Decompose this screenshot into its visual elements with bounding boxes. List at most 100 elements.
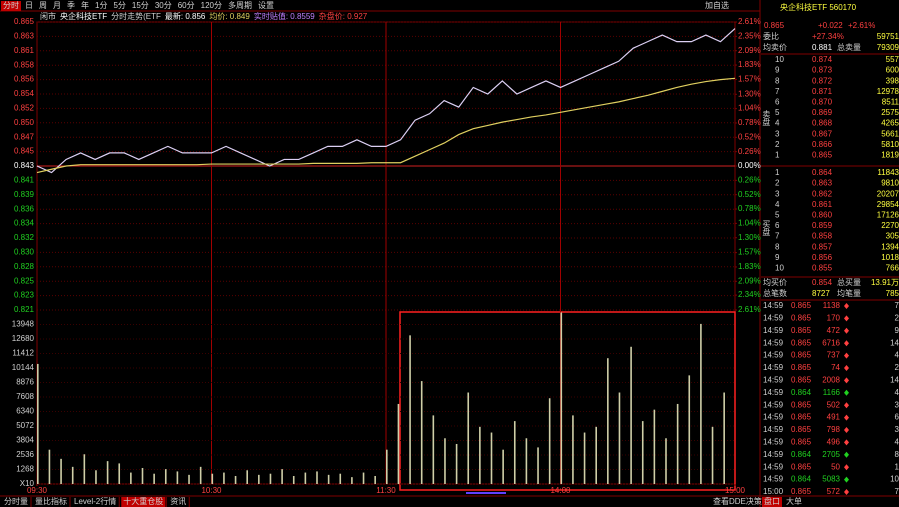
tick-arrow [844, 439, 849, 446]
price: 0.867 [812, 129, 833, 138]
volume: 1819 [881, 151, 899, 160]
tick-volume: 572 [827, 487, 841, 496]
tick-arrow [844, 489, 849, 495]
bottom-tab[interactable]: 量比指标 [35, 496, 67, 506]
volume-bar [688, 375, 691, 484]
stock-title: 央企科技ETF 560170 [780, 2, 857, 12]
toolbar-tab[interactable]: 多周期 [228, 0, 252, 10]
price: 0.869 [812, 108, 833, 117]
tick-count: 2 [895, 363, 899, 372]
info-text: 央企科技ETF [60, 11, 107, 21]
volume-bar [316, 471, 318, 484]
price: 0.861 [812, 200, 833, 209]
bottom-tab[interactable]: Level-2行情 [74, 496, 116, 506]
level: 1 [775, 168, 780, 177]
volume-bar [211, 473, 214, 484]
price: 0.871 [812, 87, 833, 96]
level: 4 [775, 119, 780, 128]
toolbar-tab[interactable]: 1分 [95, 1, 107, 10]
volume-bar [525, 438, 528, 484]
price: 0.864 [812, 168, 833, 177]
tick-arrow [844, 377, 849, 384]
toolbar-tab[interactable]: 30分 [155, 1, 172, 10]
tick-price: 0.865 [791, 487, 812, 496]
toolbar-tab[interactable]: 周 [39, 1, 47, 10]
tick-count: 14 [890, 376, 899, 385]
y-tick-label: 0.839 [14, 190, 35, 199]
tick-volume: 1138 [823, 301, 841, 310]
tab-bg [121, 497, 166, 507]
toolbar-tab[interactable]: 分时 [3, 0, 19, 10]
y-tick-label: 0.828 [14, 262, 35, 271]
tick-arrow [844, 365, 849, 371]
volume-bar [583, 432, 586, 484]
y2-tick-label: 0.52% [738, 190, 761, 199]
toolbar-tab[interactable]: 日 [25, 1, 33, 10]
bottom-tab[interactable]: 资讯 [170, 496, 186, 506]
volume-bar [327, 474, 330, 484]
volume-bar [83, 454, 86, 484]
volume: 8511 [882, 98, 899, 107]
value: 0.854 [812, 278, 833, 287]
bottom-right-tab[interactable]: 大单 [786, 496, 802, 506]
tick-price: 0.865 [791, 314, 812, 323]
tick-volume: 50 [831, 462, 840, 471]
value: 59751 [877, 32, 899, 41]
y-tick-label: 0.834 [14, 219, 35, 228]
tick-arrow [844, 414, 849, 421]
price: 0.857 [812, 242, 833, 251]
volume-bar [630, 346, 632, 484]
bottom-right-tab[interactable]: 查看DDE决策 [713, 496, 762, 506]
bottom-tab[interactable]: 十大重仓股 [123, 496, 163, 506]
tick-volume: 502 [827, 400, 841, 409]
volume: 5810 [881, 140, 899, 149]
toolbar-tab[interactable]: 15分 [132, 1, 149, 10]
toolbar-tab[interactable]: 设置 [258, 0, 274, 10]
value: 785 [886, 289, 899, 298]
tick-count: 14 [890, 338, 899, 347]
tick-price: 0.864 [791, 450, 812, 459]
y2-tick-label: 1.57% [738, 74, 761, 83]
volume-bar [618, 392, 621, 484]
tick-time: 14:59 [763, 314, 784, 323]
toolbar-tab[interactable]: 季 [67, 0, 75, 10]
tick-volume: 737 [827, 351, 841, 360]
toolbar-tab[interactable]: 120分 [201, 1, 222, 10]
bottom-right-tab[interactable]: 盘口 [764, 496, 780, 506]
tick-volume: 2705 [822, 450, 840, 459]
volume-bar [641, 421, 644, 484]
y-tick-label: 0.832 [14, 233, 35, 242]
volume-bar [444, 438, 446, 484]
toolbar-tab[interactable]: 5分 [113, 1, 125, 10]
volume-bar [292, 475, 295, 484]
x-tick-label: 09:30 [27, 486, 48, 495]
y-tick-label: 0.850 [14, 118, 35, 127]
tick-count: 3 [895, 425, 899, 434]
level: 6 [775, 221, 780, 230]
tick-price: 0.865 [791, 301, 812, 310]
y2-tick-label: 1.83% [738, 60, 761, 69]
level: 3 [775, 189, 780, 198]
y2-tick-label: 1.57% [738, 248, 761, 257]
toolbar-tab[interactable]: 年 [81, 0, 89, 10]
tick-count: 4 [895, 438, 899, 447]
tick-volume: 496 [827, 438, 841, 447]
tick-arrow [844, 352, 849, 359]
volume: 12978 [877, 87, 899, 96]
add-watchlist[interactable]: 加自选 [705, 0, 729, 10]
volume-bar [188, 474, 190, 484]
toolbar-tab[interactable]: 月 [53, 1, 61, 10]
toolbar-tab[interactable]: 60分 [178, 1, 195, 10]
tick-arrow [844, 315, 849, 322]
tick-count: 4 [895, 351, 899, 360]
volume: 1394 [881, 242, 899, 251]
volume: 766 [886, 264, 899, 273]
y-tick-label: 0.843 [14, 161, 35, 170]
volume-bar [548, 398, 551, 484]
bottom-tab[interactable]: 分时量 [4, 496, 28, 506]
volume: 4265 [881, 119, 899, 128]
y2-tick-label: 0.78% [738, 118, 761, 127]
y-tick-label: 0.841 [14, 176, 35, 185]
